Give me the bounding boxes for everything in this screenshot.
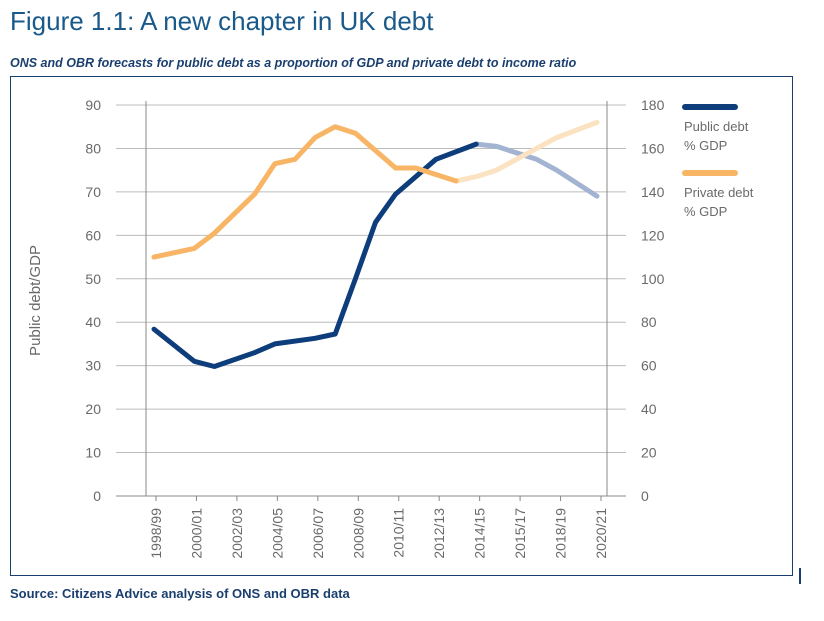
x-tick-label: 2018/19 <box>553 508 569 559</box>
y-left-tick-label: 80 <box>85 140 101 156</box>
axes: 0 0 10 20 20 40 30 60 40 80 50 100 60 120 70 140 80 160 90… <box>27 97 665 559</box>
series-lines <box>151 119 600 369</box>
series-line-actual <box>151 124 459 260</box>
y-right-tick-label: 100 <box>641 271 665 287</box>
y-right-tick-label: 140 <box>641 184 665 200</box>
series-line-actual <box>151 141 479 369</box>
y-right-tick-label: 60 <box>641 358 657 374</box>
chart-frame: 0 0 10 20 20 40 30 60 40 80 50 100 60 120 70 140 80 160 90… <box>10 76 793 576</box>
legend-label-unit: % GDP <box>684 204 727 219</box>
y-right-tick-label: 0 <box>641 488 649 504</box>
series-line-forecast <box>473 141 600 199</box>
figure-subtitle: ONS and OBR forecasts for public debt as… <box>10 56 577 70</box>
x-tick-label: 2004/05 <box>269 508 285 559</box>
y-left-tick-label: 0 <box>93 488 101 504</box>
source-note: Source: Citizens Advice analysis of ONS … <box>10 586 350 601</box>
legend-label: Private debt <box>684 185 754 200</box>
y-left-tick-label: 40 <box>85 314 101 330</box>
y-right-tick-label: 180 <box>641 97 665 113</box>
x-tick-label: 1998/99 <box>148 508 164 559</box>
x-tick-label: 2000/01 <box>188 508 204 559</box>
y-right-tick-label: 120 <box>641 227 665 243</box>
legend: Public debt % GDP Private debt % GDP <box>682 104 754 219</box>
y-right-tick-label: 80 <box>641 314 657 330</box>
x-tick-label: 2015/17 <box>512 508 528 559</box>
x-tick-label: 2020/21 <box>593 508 609 559</box>
y-left-tick-label: 20 <box>85 401 101 417</box>
y-left-tick-label: 90 <box>85 97 101 113</box>
x-tick-label: 2010/11 <box>391 508 407 558</box>
y-left-tick-label: 50 <box>85 271 101 287</box>
x-tick-label: 2006/07 <box>310 508 326 559</box>
y-left-tick-label: 60 <box>85 227 101 243</box>
y-right-tick-label: 20 <box>641 445 657 461</box>
y-right-tick-label: 160 <box>641 140 665 156</box>
x-tick-label: 2012/13 <box>431 508 447 559</box>
edge-marker <box>799 568 801 584</box>
y-left-tick-label: 30 <box>85 358 101 374</box>
figure-title: Figure 1.1: A new chapter in UK debt <box>10 6 434 36</box>
series-line-forecast <box>453 119 600 184</box>
legend-label: Public debt <box>684 119 749 134</box>
y-right-tick-label: 40 <box>641 401 657 417</box>
x-tick-label: 2008/09 <box>350 508 366 559</box>
grid-lines <box>116 104 626 454</box>
y-left-tick-label: 70 <box>85 184 101 200</box>
y-left-tick-label: 10 <box>85 445 101 461</box>
x-tick-label: 2014/15 <box>472 508 488 559</box>
x-tick-label: 2002/03 <box>229 508 245 559</box>
debt-line-chart: 0 0 10 20 20 40 30 60 40 80 50 100 60 120 70 140 80 160 90… <box>27 97 754 559</box>
y-axis-title: Public debt/GDP <box>27 245 44 356</box>
legend-label-unit: % GDP <box>684 138 727 153</box>
